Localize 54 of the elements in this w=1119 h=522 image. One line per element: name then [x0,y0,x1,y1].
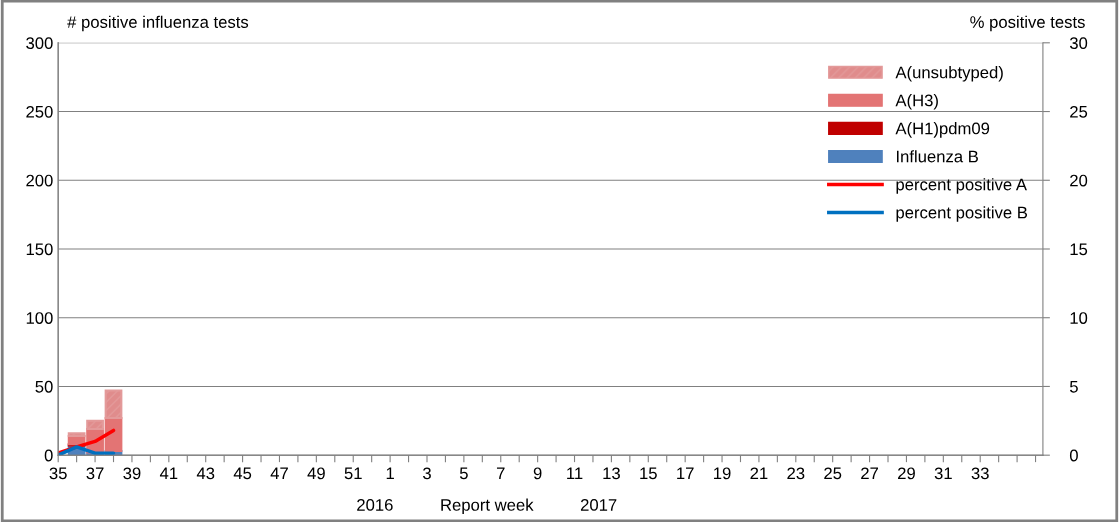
x-tick-label: 51 [344,467,362,480]
x-tick-label: 37 [86,467,104,480]
y2-tick-label: 0 [1069,449,1078,462]
x-axis-title: Report week [441,498,534,515]
bar [104,389,123,420]
x-tick-label: 25 [824,467,842,480]
y-tick-label: 50 [35,380,53,393]
x-tick-label: 5 [459,467,468,480]
x-tick-label: 49 [307,467,325,480]
y-tick-label: 250 [26,105,53,118]
x-tick-label: 17 [677,467,694,480]
x-tick-label: 41 [159,467,178,480]
x-tick-label: 33 [971,467,989,480]
x-tick-label: 29 [898,467,915,480]
bar [67,432,86,437]
x-tick-label: 13 [603,467,620,480]
y-tick-label: 300 [26,37,53,50]
y2-tick-label: 10 [1070,312,1088,324]
x-tick-label: 7 [496,467,505,480]
y-tick-label: 200 [26,174,53,187]
x-tick-label: 23 [787,467,805,480]
x-tick-label: 45 [233,467,252,480]
legend-label: A(unsubtyped) [895,66,1003,82]
y-tick-label: 0 [44,449,53,462]
legend-label: A(H3) [895,94,938,110]
legend-label: A(H1)pdm09 [895,122,990,138]
x-tick-label: 11 [567,467,583,480]
y2-tick-label: 30 [1069,37,1088,50]
x-tick-label: 47 [270,467,288,480]
x-tick-label: 43 [196,467,215,480]
x-tick-label: 27 [861,467,878,480]
text: 2016 [357,499,393,511]
y2-axis-title: % positive tests [970,15,1085,32]
y2-tick-label: 5 [1069,381,1078,393]
legend-label: percent positive A [896,178,1027,194]
x-tick-label: 35 [49,467,67,480]
x-tick-label: 3 [423,467,431,480]
x-tick-label: 21 [750,467,768,480]
y2-tick-label: 15 [1070,243,1088,256]
bar [86,419,104,431]
x-tick-label: 1 [386,467,394,480]
x-tick-label: 9 [533,467,542,480]
y-tick-label: 100 [26,312,53,324]
legend-label: Influenza B [896,150,978,163]
x-tick-label: 19 [714,467,731,480]
x-tick-label: 15 [640,467,657,480]
text: 2017 [580,499,617,511]
x-tick-label: 31 [934,467,952,480]
y2-tick-label: 25 [1070,105,1088,118]
y-axis-title: # positive influenza tests [67,15,249,32]
x-tick-label: 39 [123,467,141,480]
y-tick-label: 150 [26,243,53,256]
legend-label: percent positive B [896,206,1028,222]
y2-tick-label: 20 [1070,174,1088,187]
